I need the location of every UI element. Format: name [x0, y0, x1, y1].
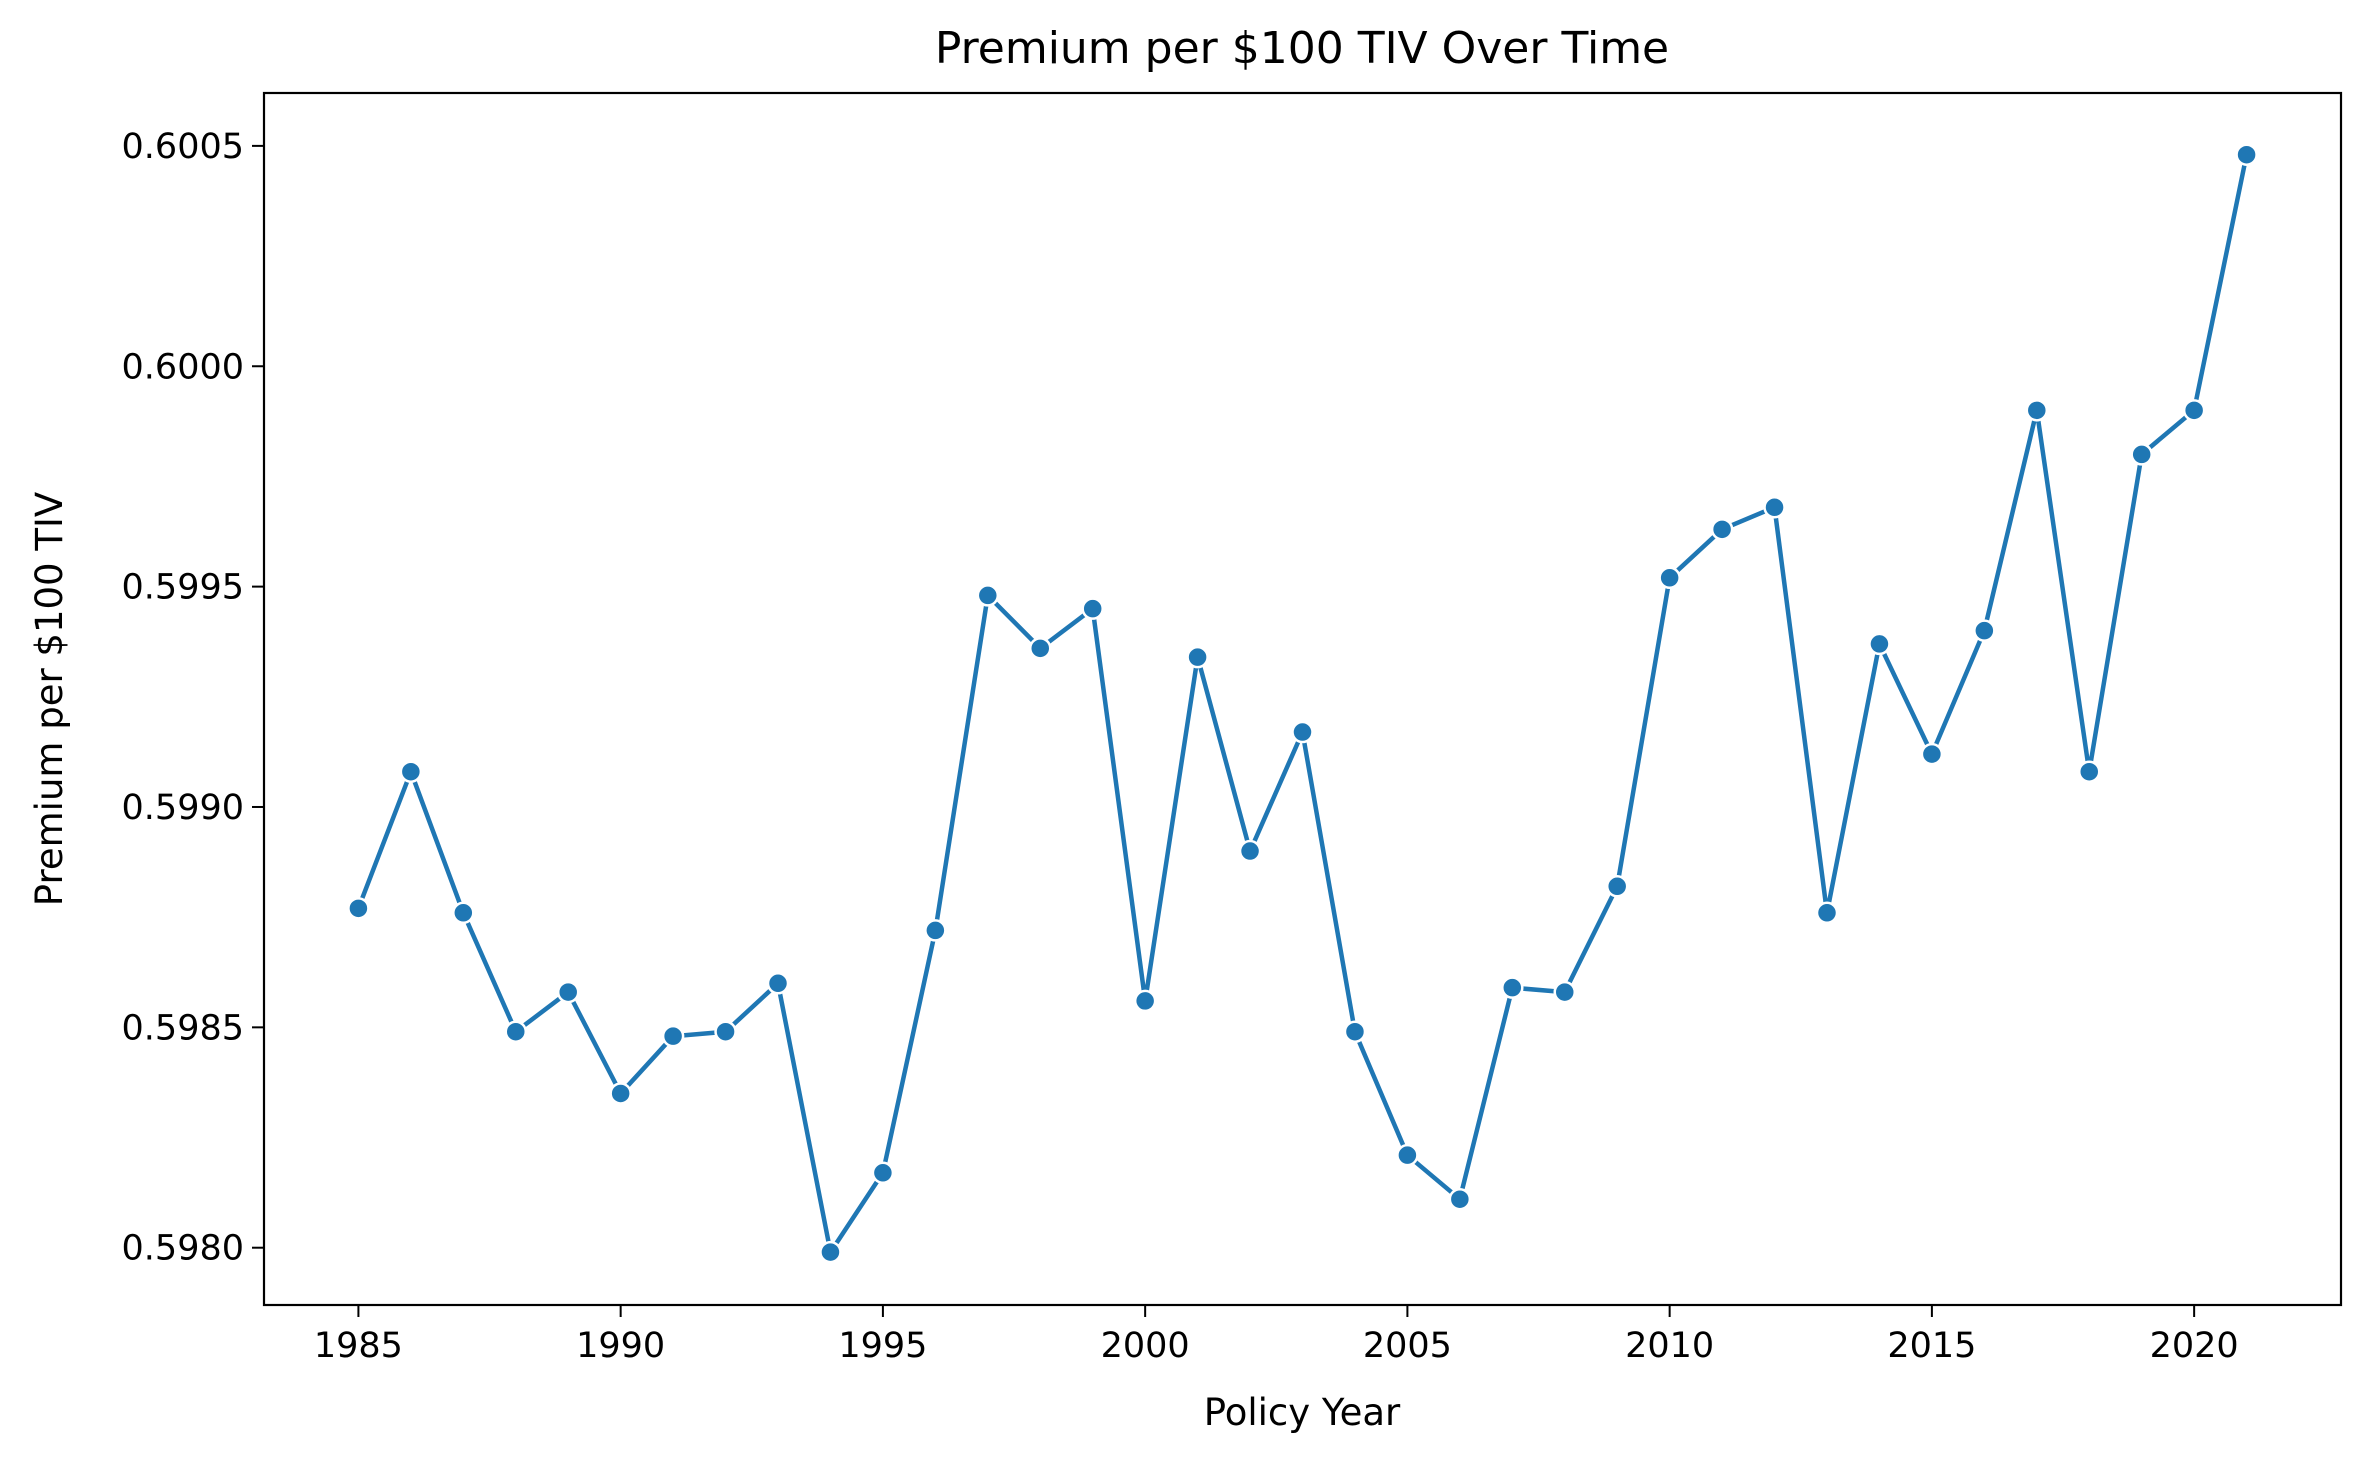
data-point	[1291, 720, 1314, 744]
x-tick-label: 2015	[1887, 1326, 1976, 1366]
data-point	[504, 1020, 528, 1043]
x-axis-ticks: 1985 1990 1995 2000 2005 2010 2015 2020	[314, 1305, 2239, 1366]
data-point	[1553, 980, 1576, 1004]
y-tick-label: 0.5990	[122, 788, 244, 828]
data-point	[1081, 597, 1104, 620]
data-point	[2077, 760, 2101, 783]
data-point	[1710, 518, 1734, 541]
y-tick-label: 0.5995	[122, 568, 244, 608]
data-point	[714, 1020, 737, 1043]
data-point	[766, 972, 790, 995]
data-point	[347, 897, 370, 920]
data-point	[556, 980, 580, 1004]
data-point	[1029, 637, 1052, 660]
data-point	[1396, 1143, 1419, 1167]
series-markers	[347, 143, 2258, 1264]
data-point	[1133, 989, 1157, 1013]
x-tick-label: 1995	[838, 1326, 927, 1366]
data-point	[1238, 839, 1262, 863]
y-tick-label: 0.6005	[122, 127, 244, 167]
x-tick-label: 2010	[1625, 1326, 1714, 1366]
plot-frame	[262, 91, 2343, 1307]
x-axis-label: Policy Year	[1204, 1391, 1401, 1434]
data-point	[1448, 1187, 1472, 1211]
data-point	[2025, 399, 2049, 422]
data-point	[1763, 496, 1786, 519]
x-tick-label: 1990	[576, 1326, 665, 1366]
x-tick-label: 1985	[314, 1326, 403, 1366]
data-point	[924, 919, 947, 942]
data-point	[1920, 742, 1944, 766]
data-point	[609, 1082, 632, 1105]
data-point	[2130, 443, 2153, 466]
data-point	[399, 760, 423, 783]
x-tick-label: 2005	[1363, 1326, 1452, 1366]
data-point	[2182, 399, 2206, 422]
data-point	[452, 901, 475, 925]
y-tick-label: 0.5985	[122, 1008, 244, 1048]
data-point	[1973, 619, 1996, 642]
data-point	[871, 1161, 895, 1185]
data-point	[1605, 875, 1629, 898]
data-point	[1815, 901, 1839, 925]
data-point	[2235, 143, 2258, 166]
data-point	[1868, 632, 1891, 656]
x-tick-label: 2020	[2150, 1326, 2239, 1366]
y-axis-ticks: 0.5980 0.5985 0.5990 0.5995 0.6000 0.6005	[122, 127, 264, 1269]
data-point	[976, 584, 1000, 607]
y-tick-label: 0.5980	[122, 1229, 244, 1269]
data-point	[1501, 976, 1524, 999]
y-tick-label: 0.6000	[122, 347, 244, 387]
data-point	[1343, 1020, 1367, 1043]
x-tick-label: 2000	[1101, 1326, 1190, 1366]
series-line	[356, 154, 2249, 1255]
y-axis-label: Premium per $100 TIV	[28, 492, 71, 906]
chart-title: Premium per $100 TIV Over Time	[935, 23, 1669, 74]
data-point	[819, 1240, 842, 1264]
data-point	[1186, 645, 1209, 669]
data-point	[1658, 566, 1681, 590]
data-point	[661, 1024, 685, 1048]
